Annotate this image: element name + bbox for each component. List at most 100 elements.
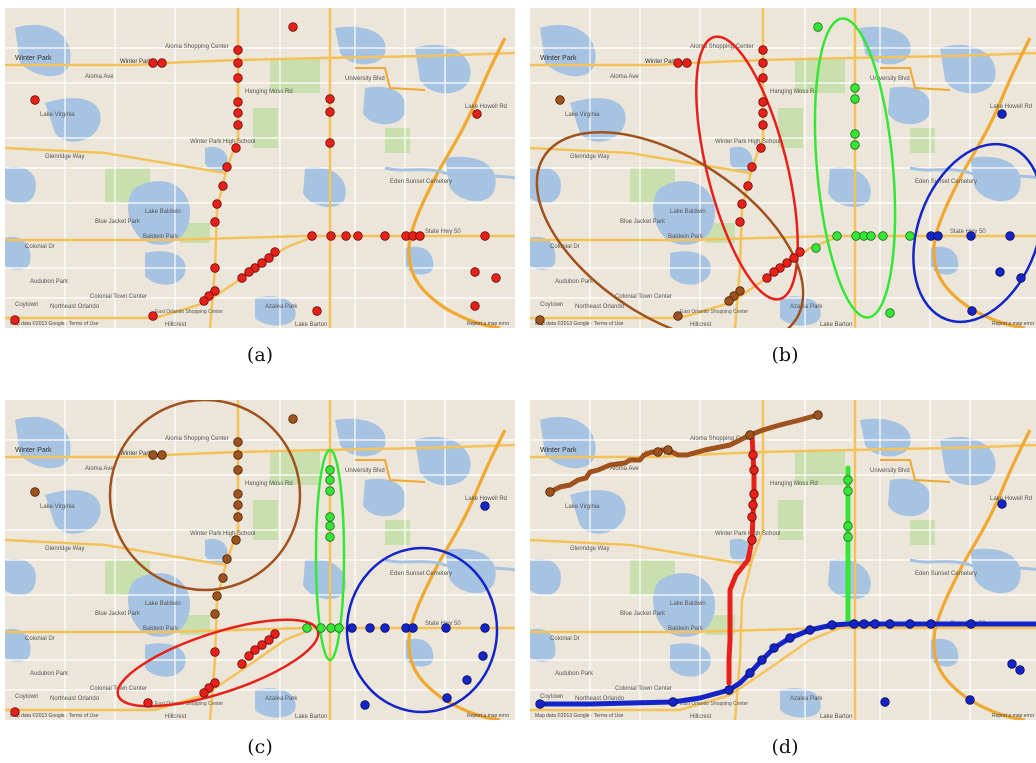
point bbox=[965, 695, 975, 705]
point bbox=[535, 699, 545, 709]
cluster-outline-red bbox=[695, 35, 799, 301]
point bbox=[199, 296, 209, 306]
points-a bbox=[10, 22, 501, 325]
point bbox=[813, 410, 823, 420]
point bbox=[233, 489, 243, 499]
point bbox=[748, 450, 758, 460]
svg-text:East Orlando Shopping Center: East Orlando Shopping Center bbox=[155, 309, 223, 315]
point bbox=[870, 619, 880, 629]
point bbox=[535, 315, 545, 325]
point bbox=[233, 437, 243, 447]
svg-text:Coytown: Coytown bbox=[15, 302, 38, 308]
points-d bbox=[535, 410, 1025, 709]
svg-text:Hillcrest: Hillcrest bbox=[690, 322, 712, 328]
point bbox=[758, 108, 768, 118]
point bbox=[813, 22, 823, 32]
svg-text:Hillcrest: Hillcrest bbox=[165, 714, 187, 720]
svg-text:Baldwin Park: Baldwin Park bbox=[143, 626, 179, 632]
point bbox=[199, 688, 209, 698]
map-b: Winter Park Winter Park Lake Virginia La… bbox=[530, 8, 1036, 328]
point bbox=[843, 521, 853, 531]
svg-text:Winter Park: Winter Park bbox=[645, 59, 677, 65]
trajectory-red bbox=[726, 432, 757, 686]
point bbox=[758, 120, 768, 130]
svg-text:Map data ©2013 Google · Terms: Map data ©2013 Google · Terms of Use bbox=[10, 712, 99, 719]
point bbox=[668, 697, 678, 707]
point bbox=[905, 231, 915, 241]
svg-text:Baldwin Park: Baldwin Park bbox=[143, 234, 179, 240]
svg-text:Audubon Park: Audubon Park bbox=[30, 671, 69, 677]
basemap: Winter Park Winter Park Lake Virginia La… bbox=[530, 400, 1036, 720]
point bbox=[157, 450, 167, 460]
svg-text:Report a map error: Report a map error bbox=[467, 321, 510, 327]
point bbox=[480, 501, 490, 511]
point bbox=[905, 619, 915, 629]
svg-text:Northeast Orlando: Northeast Orlando bbox=[575, 304, 625, 310]
point bbox=[933, 231, 943, 241]
point bbox=[233, 512, 243, 522]
svg-text:Azalea Park: Azalea Park bbox=[265, 304, 298, 310]
point bbox=[233, 465, 243, 475]
svg-text:Blue Jacket Park: Blue Jacket Park bbox=[95, 219, 141, 225]
point bbox=[849, 619, 859, 629]
point bbox=[724, 296, 734, 306]
svg-text:East Orlando Shopping Center: East Orlando Shopping Center bbox=[155, 701, 223, 707]
point bbox=[325, 107, 335, 117]
point bbox=[545, 487, 555, 497]
svg-text:Lake Virginia: Lake Virginia bbox=[40, 112, 75, 118]
point bbox=[850, 129, 860, 139]
point bbox=[210, 678, 220, 688]
svg-text:Northeast Orlando: Northeast Orlando bbox=[50, 304, 100, 310]
point bbox=[264, 253, 274, 263]
point bbox=[312, 306, 322, 316]
point bbox=[653, 447, 663, 457]
svg-text:Hillcrest: Hillcrest bbox=[165, 322, 187, 328]
point bbox=[233, 108, 243, 118]
svg-text:Azalea Park: Azalea Park bbox=[265, 696, 298, 702]
cluster-outline-blue bbox=[912, 142, 1036, 324]
caption-d: (d) bbox=[771, 736, 799, 758]
point bbox=[231, 535, 241, 545]
point bbox=[212, 591, 222, 601]
point bbox=[441, 623, 451, 633]
svg-text:Aloma Shopping Center: Aloma Shopping Center bbox=[165, 44, 229, 50]
point bbox=[843, 532, 853, 542]
svg-text:Baldwin Park: Baldwin Park bbox=[668, 626, 704, 632]
point bbox=[758, 45, 768, 55]
point bbox=[325, 512, 335, 522]
point bbox=[148, 58, 158, 68]
point bbox=[866, 231, 876, 241]
point bbox=[210, 286, 220, 296]
point bbox=[472, 109, 482, 119]
point bbox=[997, 109, 1007, 119]
point bbox=[885, 308, 895, 318]
point bbox=[222, 162, 232, 172]
point bbox=[143, 698, 153, 708]
point bbox=[210, 217, 220, 227]
cluster-outline-green bbox=[813, 17, 897, 319]
svg-text:Lake Virginia: Lake Virginia bbox=[40, 504, 75, 510]
cluster-outline-brown bbox=[108, 400, 302, 592]
point bbox=[326, 623, 336, 633]
svg-text:Map data ©2013 Google · Terms: Map data ©2013 Google · Terms of Use bbox=[535, 712, 624, 719]
point bbox=[789, 253, 799, 263]
svg-text:Lake Howell Rd: Lake Howell Rd bbox=[465, 496, 507, 502]
point bbox=[353, 231, 363, 241]
point bbox=[210, 609, 220, 619]
point bbox=[233, 58, 243, 68]
caption-c: (c) bbox=[247, 736, 273, 758]
point bbox=[365, 623, 375, 633]
point bbox=[307, 231, 317, 241]
cluster-outline-blue bbox=[345, 546, 499, 714]
point bbox=[302, 623, 312, 633]
point bbox=[747, 535, 757, 545]
svg-text:Lake Howell Rd: Lake Howell Rd bbox=[990, 104, 1032, 110]
svg-text:Lake Baldwin: Lake Baldwin bbox=[145, 601, 181, 607]
point bbox=[850, 83, 860, 93]
svg-text:Aloma Ave: Aloma Ave bbox=[85, 74, 114, 80]
svg-text:Lake Baldwin: Lake Baldwin bbox=[145, 209, 181, 215]
map-panel-b: Winter Park Winter Park Lake Virginia La… bbox=[530, 8, 1036, 328]
svg-text:Winter Park High School: Winter Park High School bbox=[715, 139, 780, 145]
svg-text:Coytown: Coytown bbox=[540, 302, 563, 308]
point bbox=[10, 707, 20, 717]
